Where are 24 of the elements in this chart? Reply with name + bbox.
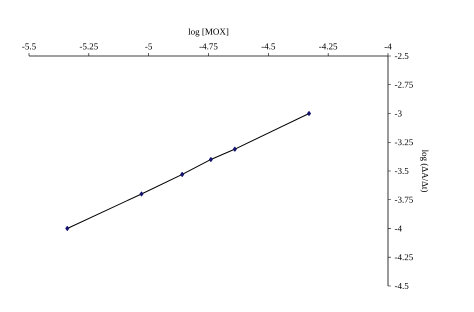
y-axis-title: log (ΔA/Δt) bbox=[420, 150, 428, 192]
y-tick-label: -4.25 bbox=[394, 254, 413, 260]
y-tick-label: -3.25 bbox=[394, 139, 413, 146]
y-tick-label: -3 bbox=[394, 110, 402, 117]
y-tick-label: -4 bbox=[394, 226, 402, 232]
x-axis-title: log [MOX] bbox=[188, 28, 228, 37]
y-tick-label: -4.5 bbox=[394, 282, 408, 290]
point bbox=[208, 156, 213, 162]
x-tick-label: -4.5 bbox=[262, 43, 276, 50]
x-tick-label: -4 bbox=[384, 44, 392, 50]
x-tick-label: -5 bbox=[145, 43, 152, 50]
point bbox=[139, 191, 144, 196]
point bbox=[307, 110, 312, 116]
x-tick-label: -4.75 bbox=[199, 43, 218, 50]
y-tick-label: -2.5 bbox=[394, 52, 408, 60]
x-tick-label: -4.25 bbox=[319, 43, 338, 50]
y-tick-label: -3.75 bbox=[394, 196, 413, 203]
y-tick-label: -2.75 bbox=[394, 82, 413, 88]
point bbox=[65, 226, 70, 231]
x-tick-label: -5.5 bbox=[22, 43, 36, 50]
point bbox=[180, 172, 184, 177]
y-tick-label: -3.5 bbox=[394, 168, 408, 174]
point bbox=[232, 146, 237, 152]
x-tick-label: -5.25 bbox=[80, 43, 98, 50]
